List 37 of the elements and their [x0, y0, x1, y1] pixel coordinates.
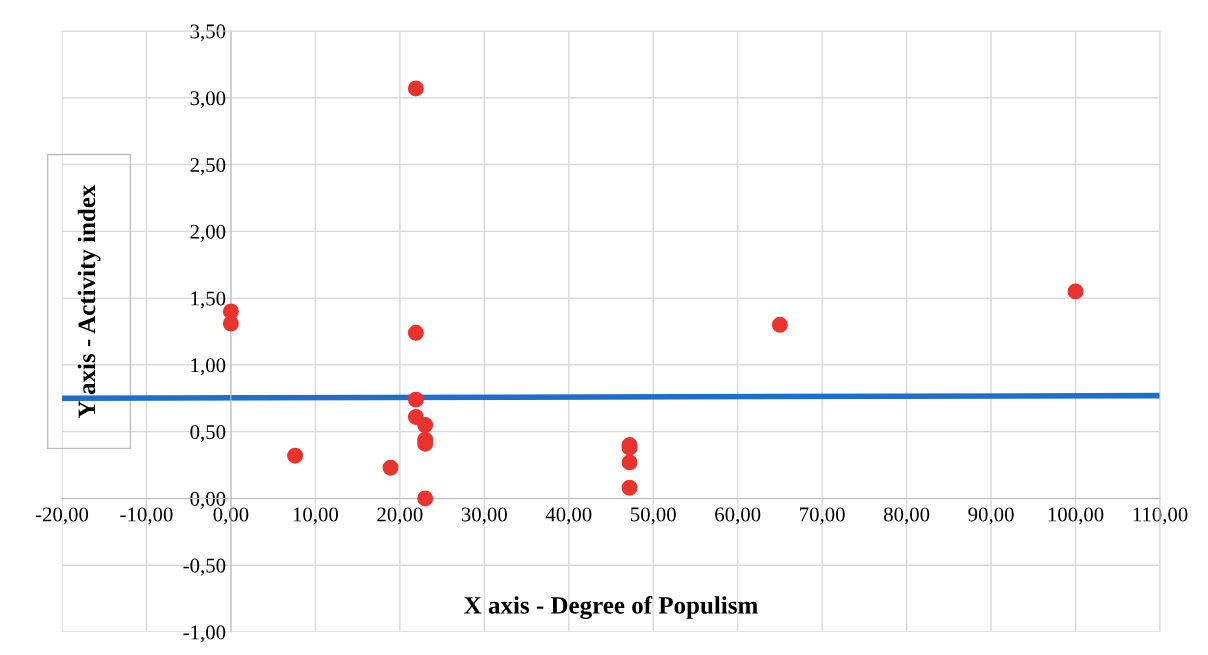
y-tick-label: -0,50	[183, 558, 226, 576]
x-axis-title: X axis - Degree of Populism	[464, 595, 758, 620]
y-tick-label: 3,00	[190, 91, 226, 109]
point	[621, 454, 638, 471]
point	[382, 459, 399, 476]
x-tick-label: 90,00	[968, 507, 1014, 525]
x-tick-label: 70,00	[800, 507, 845, 525]
x-tick-label: 50,00	[631, 507, 676, 525]
x-tick-label: -10,00	[120, 507, 173, 525]
point	[771, 316, 788, 333]
point	[222, 315, 239, 332]
y-tick-label: 2,50	[190, 157, 226, 175]
point	[621, 479, 638, 496]
y-tick-label: 3,50	[190, 24, 226, 42]
y-tick-label: 2,00	[190, 224, 226, 242]
x-tick-label: 80,00	[883, 507, 930, 525]
x-tick-label: 0,00	[213, 507, 249, 525]
x-tick-label: 60,00	[715, 507, 761, 525]
y-tick-label: 1,50	[191, 291, 226, 309]
y-axis-title: Y axis - Activity index	[77, 184, 101, 418]
x-tick-label: 10,00	[293, 507, 339, 525]
point	[287, 447, 304, 464]
y-tick-label: 1,00	[191, 358, 226, 376]
x-tick-label: -20,00	[35, 507, 89, 525]
y-tick-label: 0,50	[190, 425, 226, 443]
point	[417, 417, 434, 433]
point	[407, 80, 424, 97]
x-tick-label: 40,00	[545, 507, 592, 525]
x-tick-label: 110,00	[1133, 507, 1188, 525]
point	[417, 490, 434, 507]
x-tick-label: 20,00	[377, 507, 423, 525]
y-tick-label: -1,00	[183, 625, 226, 643]
point	[1067, 283, 1084, 300]
point	[407, 324, 424, 341]
point	[407, 391, 424, 408]
x-tick-label: 100,00	[1048, 507, 1104, 525]
x-tick-label: 30,00	[461, 507, 507, 525]
